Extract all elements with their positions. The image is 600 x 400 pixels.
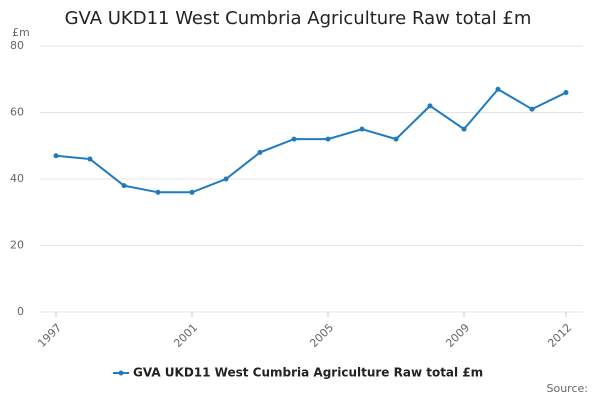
data-point — [325, 136, 331, 142]
data-point — [291, 136, 297, 142]
data-point — [155, 189, 161, 195]
x-tick-label: 2005 — [307, 321, 336, 350]
y-axis-label: £m — [12, 26, 30, 39]
y-tick-label: 20 — [10, 239, 24, 252]
source: Source: — [547, 382, 589, 395]
data-point — [53, 153, 59, 159]
y-tick-label: 60 — [10, 106, 24, 119]
data-point — [257, 149, 263, 155]
data-point — [393, 136, 399, 142]
x-tick-label: 2012 — [545, 321, 574, 350]
x-tick-label: 1997 — [35, 321, 64, 350]
data-point — [495, 86, 501, 92]
chart-title: GVA UKD11 West Cumbria Agriculture Raw t… — [65, 8, 532, 29]
data-line — [55, 87, 567, 194]
x-tick-label: 2001 — [171, 321, 200, 350]
y-tick-label: 40 — [10, 172, 24, 185]
data-point — [427, 103, 433, 109]
data-point — [529, 106, 535, 112]
legend-marker — [118, 370, 124, 376]
y-tick-label: 0 — [17, 305, 24, 318]
y-tick-label: 80 — [10, 39, 24, 52]
data-point — [359, 126, 365, 132]
x-tick-label: 2009 — [443, 321, 472, 350]
data-point — [189, 189, 195, 195]
data-point — [223, 176, 229, 182]
data-point — [563, 90, 569, 96]
data-point — [87, 156, 93, 162]
data-point — [461, 126, 467, 132]
data-point — [121, 183, 127, 189]
legend-label: GVA UKD11 West Cumbria Agriculture Raw t… — [133, 366, 483, 380]
